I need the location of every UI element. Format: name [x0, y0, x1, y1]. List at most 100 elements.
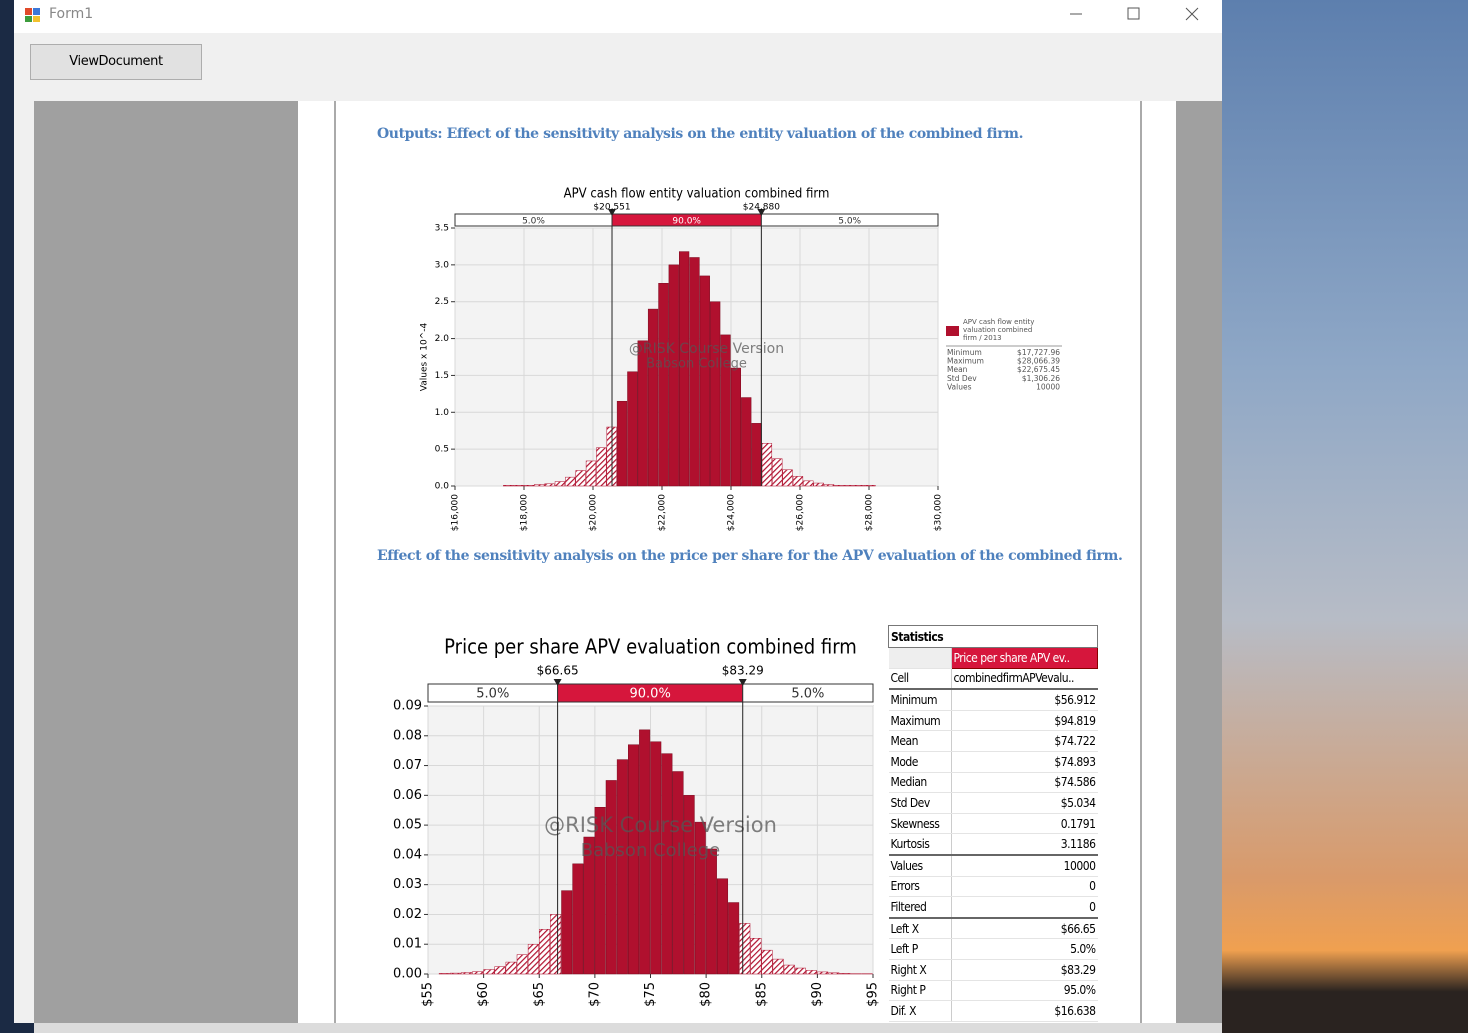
band-label: 90.0% [672, 217, 701, 227]
stats-value: $83.29 [951, 959, 1098, 981]
histogram-bar [503, 485, 514, 487]
histogram-bar [639, 729, 651, 975]
histogram-bar [575, 470, 586, 487]
histogram-bar [761, 442, 773, 487]
y-tick-label: 0.09 [393, 699, 422, 714]
y-tick-label: 0.07 [393, 758, 422, 773]
stats-value: 3.1186 [951, 833, 1098, 856]
delimiter-label: $24,880 [743, 203, 780, 213]
stats-row: Skewness 0.1791 [888, 813, 1098, 835]
watermark: @RISK Course Version [629, 341, 784, 357]
stats-row: Filtered 0 [888, 896, 1098, 919]
y-axis-label: Values x 10^-4 [420, 323, 430, 392]
x-tick-label: $55 [421, 982, 436, 1007]
stats-label: Maximum [888, 710, 952, 732]
stats-row: Mean $74.722 [888, 730, 1098, 752]
histogram-bar [565, 476, 576, 487]
histogram-bar [658, 283, 669, 487]
legend-stat-value: $28,066.39 [1017, 357, 1060, 366]
y-tick-label: 0.01 [393, 937, 422, 952]
stats-label: Std Dev [888, 792, 952, 814]
histogram-bar [750, 938, 762, 975]
stats-row: Left P 5.0% [888, 938, 1098, 960]
stats-row: Left X $66.65 [888, 916, 1098, 940]
stats-value: $74.722 [951, 730, 1098, 752]
x-tick-label: $30,000 [934, 494, 944, 531]
histogram-bar [616, 759, 628, 975]
histogram-bar [483, 969, 495, 975]
stats-value: 0 [951, 896, 1098, 919]
histogram-bar [637, 340, 648, 487]
window-controls[interactable] [1054, 0, 1222, 33]
desktop-background [1222, 0, 1468, 1033]
y-tick-label: 0.08 [393, 728, 422, 743]
y-tick-label: 3.5 [435, 224, 449, 234]
y-tick-label: 2.0 [435, 334, 450, 344]
band-label: 5.0% [476, 687, 509, 702]
delimiter-label: $83.29 [722, 664, 764, 678]
legend-stat-name: Minimum [947, 348, 982, 357]
stats-label: Right P [888, 980, 952, 1002]
histogram-bar [782, 469, 793, 487]
y-tick-label: 2.5 [435, 297, 449, 307]
x-tick-label: $20,000 [589, 494, 599, 531]
histogram-bar [844, 485, 855, 487]
legend-stat-name: Values [947, 382, 972, 391]
scrollbar[interactable] [34, 1023, 1222, 1033]
title-bar: Form1 [14, 0, 1222, 33]
view-document-button[interactable]: ViewDocument [30, 44, 202, 80]
maximize[interactable] [1127, 7, 1140, 20]
delimiter-marker [738, 679, 747, 686]
histogram-bar [739, 923, 751, 975]
histogram-bar [585, 460, 597, 487]
stats-label: Skewness [888, 813, 952, 835]
stats-value: $56.912 [951, 688, 1098, 711]
histogram-bar [438, 973, 450, 975]
watermark: Babson College [581, 840, 720, 861]
y-tick-label: 0.02 [393, 907, 422, 922]
histogram-bar [605, 780, 617, 975]
stats-label: Median [888, 772, 952, 794]
histogram-bar [817, 971, 829, 975]
histogram-bar [616, 400, 628, 487]
histogram-bar [668, 264, 679, 487]
stats-row: Cell combinedfirmAPVevalu.. [888, 668, 1098, 690]
histogram-bar [772, 958, 784, 975]
stats-value: combinedfirmAPVevalu.. [951, 668, 1098, 690]
y-tick-label: 0.05 [393, 818, 422, 833]
stats-value: $66.65 [951, 916, 1098, 940]
histogram-bar [794, 967, 806, 975]
stats-row: Minimum $56.912 [888, 688, 1098, 711]
x-tick-label: $22,000 [658, 494, 668, 531]
app-icon [25, 8, 40, 22]
stats-row: Std Dev $5.034 [888, 792, 1098, 814]
stats-value: 0.1791 [951, 813, 1098, 835]
histogram-bar [705, 848, 717, 975]
histogram-bar [683, 795, 695, 975]
histogram-bar [679, 251, 690, 487]
y-tick-label: 0.00 [393, 967, 422, 982]
delimiter-label: $66.65 [537, 664, 579, 678]
stats-label: Mode [888, 751, 952, 773]
histogram-bar [550, 914, 562, 975]
stats-label: Errors [888, 876, 952, 898]
histogram-bar [527, 943, 539, 975]
legend-stat-value: $17,727.96 [1017, 348, 1060, 357]
stats-label: Cell [888, 668, 952, 690]
histogram-bar [783, 964, 795, 975]
x-tick-label: $70 [587, 982, 602, 1007]
stats-value: $74.586 [951, 772, 1098, 794]
histogram-bar [839, 973, 851, 975]
close[interactable] [1185, 7, 1199, 21]
stats-row: Kurtosis 3.1186 [888, 833, 1098, 856]
histogram-bar [751, 423, 762, 487]
delimiter-label: $20,551 [593, 203, 630, 213]
legend-label: APV cash flow entity [963, 318, 1034, 326]
stats-label: Filtered [888, 896, 952, 919]
stats-row: Values 10000 [888, 853, 1098, 877]
histogram-bar [761, 949, 773, 975]
histogram-bar [828, 972, 840, 975]
band [760, 213, 939, 227]
y-tick-label: 0.04 [393, 847, 422, 862]
chart-title: APV cash flow entity valuation combined … [564, 187, 830, 202]
